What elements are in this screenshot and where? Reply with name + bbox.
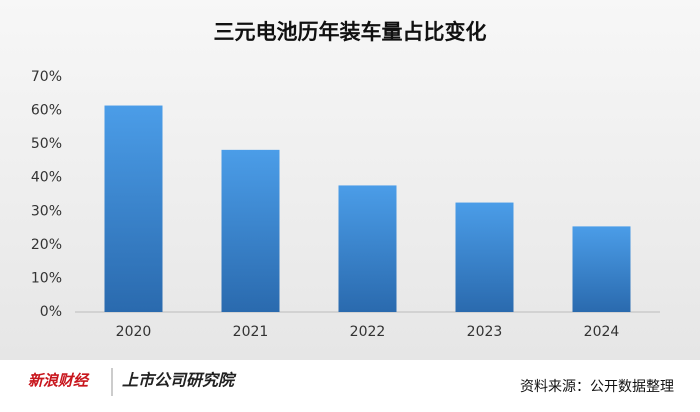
y-tick-label: 70% [31, 69, 62, 85]
x-tick-label: 2022 [350, 324, 386, 340]
x-tick-label: 2023 [467, 324, 503, 340]
bar [572, 226, 631, 312]
logo: 新浪财经 [28, 372, 90, 390]
bar [221, 149, 280, 312]
x-tick-label: 2024 [584, 324, 620, 340]
source-note: 资料来源：公开数据整理 [520, 379, 674, 395]
bar [338, 185, 397, 312]
y-tick-label: 40% [31, 170, 62, 186]
x-tick-label: 2021 [233, 324, 269, 340]
bar [455, 202, 514, 312]
y-tick-label: 30% [31, 203, 62, 219]
x-tick-label: 2020 [116, 324, 152, 340]
y-tick-label: 10% [31, 270, 62, 286]
chart-title: 三元电池历年装车量占比变化 [214, 20, 487, 44]
bar [104, 105, 163, 313]
y-tick-label: 60% [31, 103, 62, 119]
footer [0, 360, 700, 412]
y-tick-label: 20% [31, 237, 62, 253]
y-tick-label: 50% [31, 136, 62, 152]
y-tick-label: 0% [40, 304, 62, 320]
institute: 上市公司研究院 [122, 371, 237, 390]
